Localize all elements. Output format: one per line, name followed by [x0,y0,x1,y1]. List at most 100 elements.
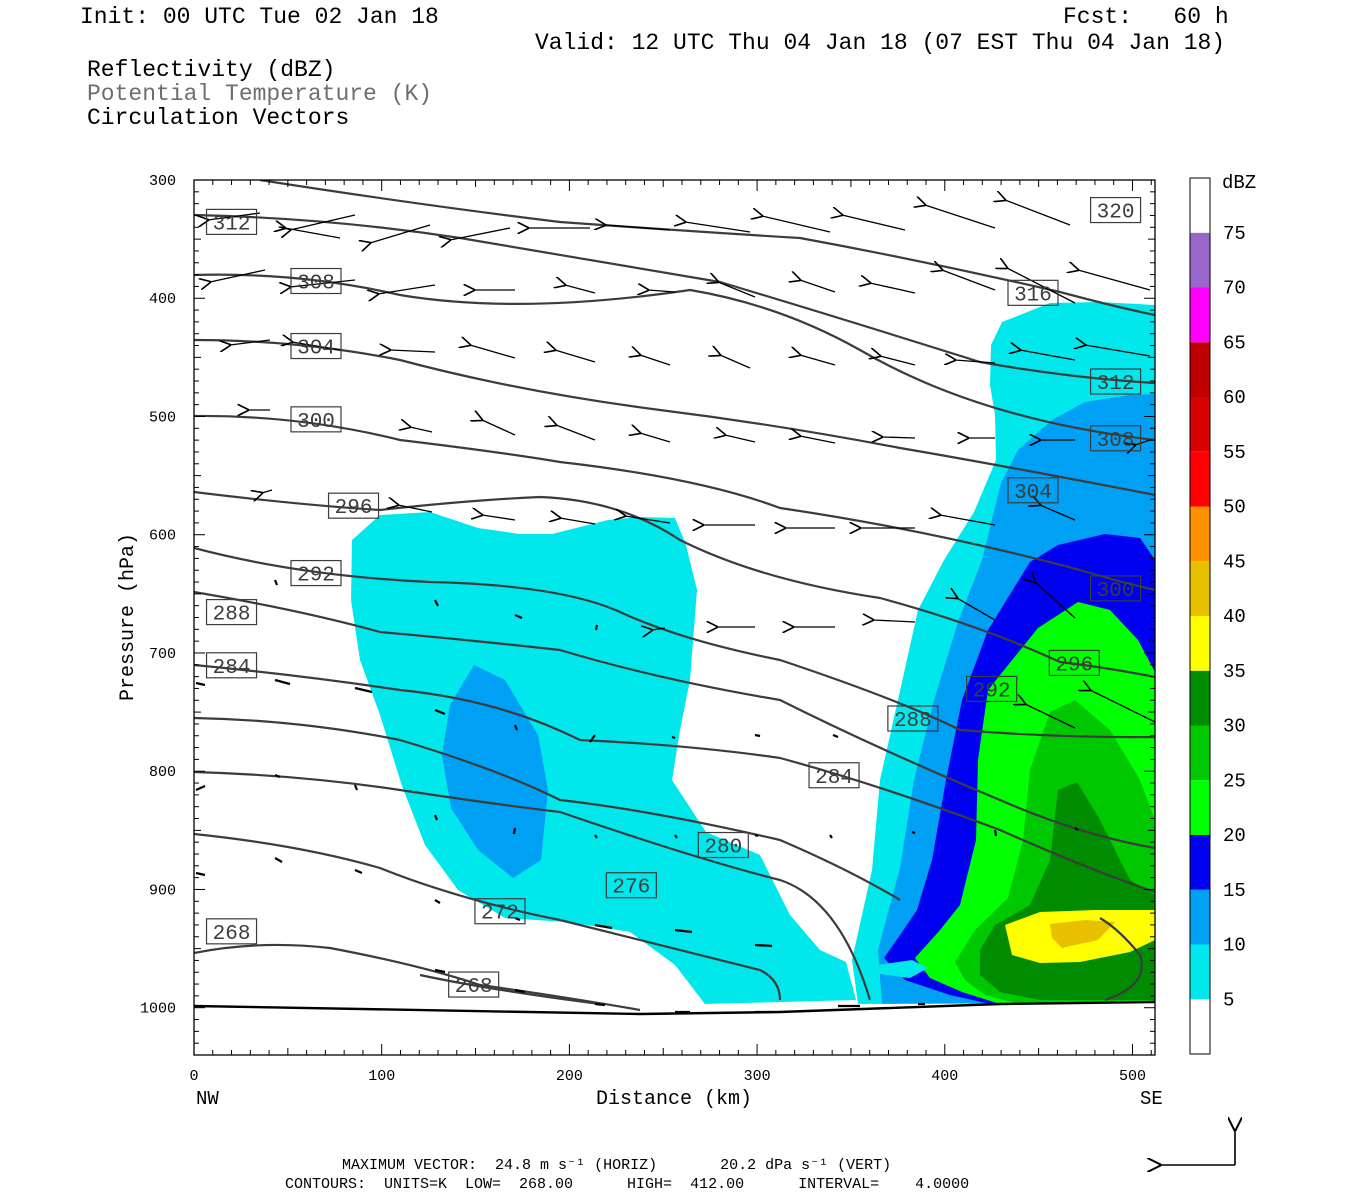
x-axis-title: Distance (km) [596,1088,752,1111]
circulation-vector [292,342,341,351]
contour-label: 292 [966,675,1018,703]
contour-label: 312 [205,208,258,236]
colorbar-swatch [1190,999,1210,1054]
circulation-vector [433,814,439,821]
colorbar-label: 75 [1223,223,1246,245]
circulation-vector [514,916,521,922]
circulation-vector [482,515,516,521]
svg-text:304: 304 [297,338,335,361]
svg-text:268: 268 [213,923,251,946]
circulation-vector [685,222,751,233]
circulation-vector [560,518,596,525]
svg-text:288: 288 [213,604,251,627]
colorbar-swatch [1190,561,1210,616]
contour-label: 296 [1048,649,1100,677]
contour-label: 268 [448,971,500,999]
svg-text:272: 272 [481,903,519,926]
circulation-vector [725,435,756,443]
circulation-vector [450,227,511,240]
circulation-vector [640,433,671,443]
circulation-vector [370,224,431,243]
colorbar-label: 55 [1223,442,1246,464]
circulation-vector [870,283,916,294]
circulation-vector [274,857,283,863]
circulation-vector [514,613,523,620]
circulation-vector [195,784,206,792]
axis-ticks [193,179,1155,1056]
circulation-vector [842,215,906,231]
svg-text:316: 316 [1014,284,1052,307]
field-potential-temperature: Potential Temperature (K) [87,81,433,107]
maximum-vector-note: MAXIMUM VECTOR: 24.8 m s⁻¹ (HORIZ) 20.2 … [342,1157,892,1174]
circulation-vector [648,290,676,292]
circulation-vector [800,355,836,366]
reflectivity-colorbar: 5 10 15 20 25 30 35 40 45 50 55 60 65 70 75 [1189,177,1246,1055]
circulation-vector [993,829,998,837]
colorbar-label: 15 [1223,880,1246,902]
circulation-vector [754,733,761,738]
circulation-vector [513,724,519,731]
contour-label: 308 [290,267,342,296]
y-tick-label: 300 [149,173,176,190]
contour-label: 288 [887,705,939,733]
refl-5-patch [878,960,928,978]
reflectivity-shading [351,302,1155,1004]
circulation-vector [829,834,833,839]
y-tick-label: 400 [149,291,176,308]
refl-5-left-band [351,512,856,1004]
endpoint-left: NW [196,1088,219,1110]
field-reflectivity: Reflectivity (dBZ) [87,57,336,83]
circulation-vector [1005,200,1071,226]
circulation-vector [880,356,916,366]
colorbar-swatch [1190,670,1210,726]
field-circulation-vectors: Circulation Vectors [87,105,350,131]
contour-label: 268 [205,918,258,946]
colorbar-label: 60 [1223,387,1246,409]
circulation-vector [195,681,206,687]
circulation-vector [290,279,356,287]
circulation-vector [589,734,596,743]
colorbar-label: 40 [1223,606,1246,628]
x-tick-label: 200 [556,1068,583,1085]
circulation-vector [800,436,836,444]
circulation-vector [1078,270,1151,291]
circulation-vector [434,599,439,607]
contour-label: 292 [290,559,342,588]
colorbar-swatch [1190,944,1210,1000]
y-axis-title: Pressure (hPa) [117,533,140,701]
circulation-vector [832,733,839,739]
svg-text:284: 284 [815,767,853,790]
circulation-vector [354,686,373,694]
circulation-vector [940,515,996,526]
colorbar-swatch [1190,835,1210,890]
contour-label: 288 [205,598,258,627]
svg-text:268: 268 [455,976,493,999]
circulation-vector [594,1002,606,1007]
colorbar-swatch [1190,287,1210,343]
svg-text:292: 292 [973,680,1011,703]
circulation-vector [671,735,676,740]
svg-text:320: 320 [1097,202,1135,225]
circulation-vector [354,868,363,875]
circulation-vector [398,505,433,513]
y-tick-label: 700 [149,646,176,663]
colorbar-label: 5 [1223,989,1234,1011]
circulation-vector [640,355,671,366]
circulation-vector [274,678,291,686]
colorbar-swatch [1190,725,1210,781]
colorbar-title: dBZ [1222,172,1256,194]
svg-text:288: 288 [894,710,932,733]
circulation-vector [434,708,446,716]
svg-text:300: 300 [1097,580,1135,603]
colorbar-label: 50 [1223,497,1246,519]
contour-label: 280 [697,831,749,860]
colorbar-label: 10 [1223,935,1246,957]
circulation-vector [625,516,671,524]
svg-text:296: 296 [335,497,373,520]
circulation-vector [285,228,341,239]
svg-text:308: 308 [297,273,335,296]
svg-text:280: 280 [704,837,742,860]
circulation-vector [1020,350,1076,361]
x-tick-label: 500 [1119,1068,1146,1085]
colorbar-label: 65 [1223,332,1246,354]
